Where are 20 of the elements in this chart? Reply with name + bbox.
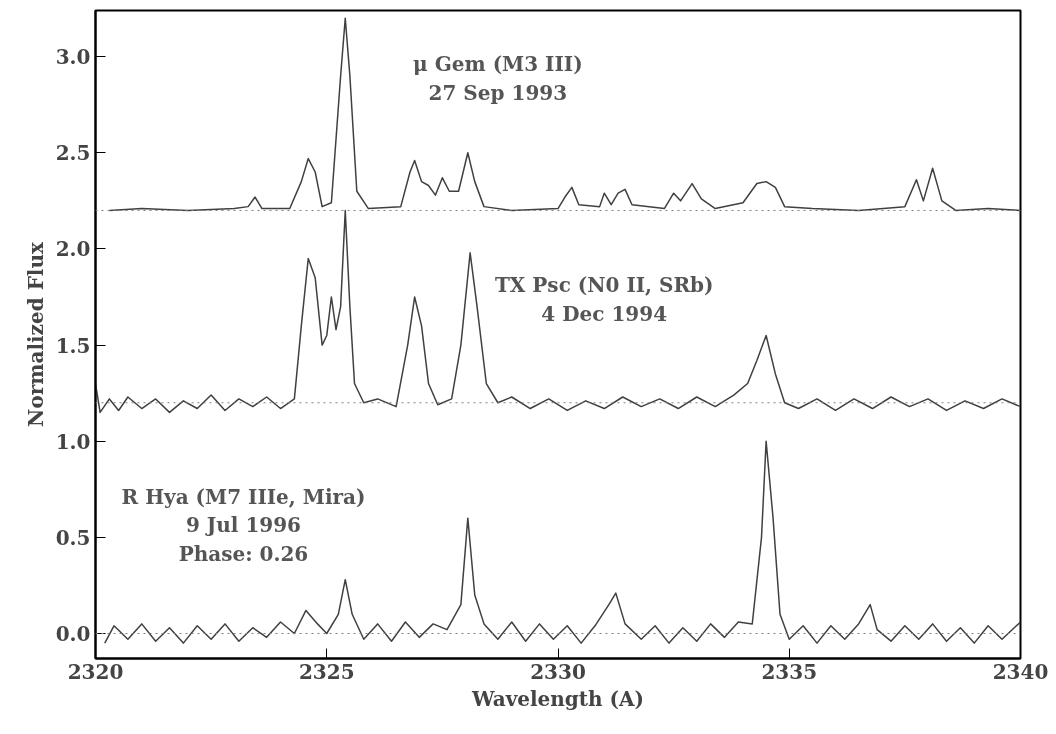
y-tick-label: 0.0: [55, 622, 91, 646]
x-axis-title: Wavelength (A): [470, 686, 645, 711]
line-series: [108, 17, 1021, 212]
y-tick-label: 2.5: [55, 141, 91, 166]
x-tick-label: 2325: [298, 659, 355, 684]
series-label: R Hya (M7 IIIe, Mira) 9 Jul 1996 Phase: 0.26: [121, 484, 366, 567]
x-tick-label: 2335: [761, 659, 818, 684]
y-tick-label: 3.0: [55, 45, 91, 70]
y-tick-label: 1.0: [55, 429, 91, 454]
y-axis-title: Normalized Flux: [23, 241, 48, 427]
text: μ Gem (M3 III) 27 Sep 1993: [413, 51, 583, 105]
line-series: [104, 440, 1021, 644]
y-tick-label: 2.0: [55, 237, 91, 262]
x-tick-label: 2340: [992, 659, 1049, 684]
y-tick-label: 1.5: [55, 333, 91, 358]
line-series: [95, 209, 1021, 414]
series-label: TX Psc (N0 II, SRb) 4 Dec 1994: [494, 273, 714, 326]
x-tick-label: 2320: [67, 659, 124, 684]
y-tick-label: 0.5: [55, 525, 91, 550]
x-tick-label: 2330: [530, 659, 586, 684]
